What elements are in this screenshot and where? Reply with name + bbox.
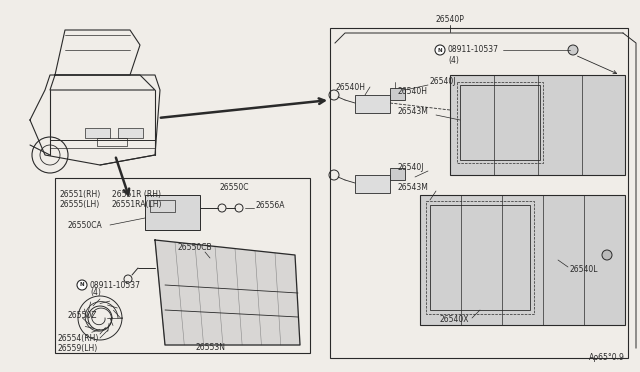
Text: 26551R (RH): 26551R (RH) bbox=[112, 190, 161, 199]
Text: 08911-10537: 08911-10537 bbox=[90, 280, 141, 289]
Text: 26555(LH): 26555(LH) bbox=[60, 201, 100, 209]
Bar bbox=[145, 195, 200, 230]
Bar bbox=[118, 128, 143, 138]
Text: 26540L: 26540L bbox=[570, 266, 598, 275]
Bar bbox=[355, 95, 390, 113]
Bar bbox=[460, 85, 540, 160]
Bar bbox=[430, 205, 530, 310]
Bar bbox=[55, 178, 310, 353]
Text: 26540H: 26540H bbox=[335, 83, 365, 92]
Text: N: N bbox=[438, 48, 442, 52]
Text: 26553N: 26553N bbox=[195, 343, 225, 352]
Bar bbox=[97, 138, 127, 146]
Text: Aρ65°0.9: Aρ65°0.9 bbox=[589, 353, 625, 362]
Circle shape bbox=[77, 280, 87, 290]
Text: 26550CB: 26550CB bbox=[178, 244, 212, 253]
Bar bbox=[426, 201, 534, 314]
Text: 26540P: 26540P bbox=[436, 16, 465, 25]
Bar bbox=[457, 82, 543, 163]
Text: 26540H: 26540H bbox=[398, 87, 428, 96]
Text: N: N bbox=[80, 282, 84, 288]
Bar bbox=[390, 168, 405, 180]
Text: 26543M: 26543M bbox=[398, 183, 429, 192]
Text: 26550Z: 26550Z bbox=[68, 311, 97, 320]
Circle shape bbox=[602, 250, 612, 260]
Bar bbox=[450, 75, 625, 175]
Circle shape bbox=[568, 45, 578, 55]
Bar bbox=[390, 88, 405, 100]
Text: 26556A: 26556A bbox=[255, 201, 285, 209]
Bar bbox=[330, 28, 628, 358]
Text: 26550C: 26550C bbox=[220, 183, 250, 192]
Text: 08911-10537: 08911-10537 bbox=[448, 45, 499, 55]
Text: 26550CA: 26550CA bbox=[68, 221, 103, 230]
Text: 26540J: 26540J bbox=[430, 77, 456, 87]
Bar bbox=[150, 200, 175, 212]
Bar bbox=[420, 195, 625, 325]
Text: 26554(RH): 26554(RH) bbox=[58, 334, 99, 343]
Text: 26543M: 26543M bbox=[398, 108, 429, 116]
Text: 26540J: 26540J bbox=[398, 164, 424, 173]
Text: (4): (4) bbox=[448, 55, 459, 64]
Text: 26551RA(LH): 26551RA(LH) bbox=[112, 201, 163, 209]
Bar bbox=[85, 128, 110, 138]
Polygon shape bbox=[155, 240, 300, 345]
Text: (4): (4) bbox=[90, 289, 101, 298]
Text: 26551(RH): 26551(RH) bbox=[60, 190, 101, 199]
Circle shape bbox=[435, 45, 445, 55]
Text: 26559(LH): 26559(LH) bbox=[58, 343, 99, 353]
Text: 26540X: 26540X bbox=[440, 315, 470, 324]
Bar bbox=[355, 175, 390, 193]
